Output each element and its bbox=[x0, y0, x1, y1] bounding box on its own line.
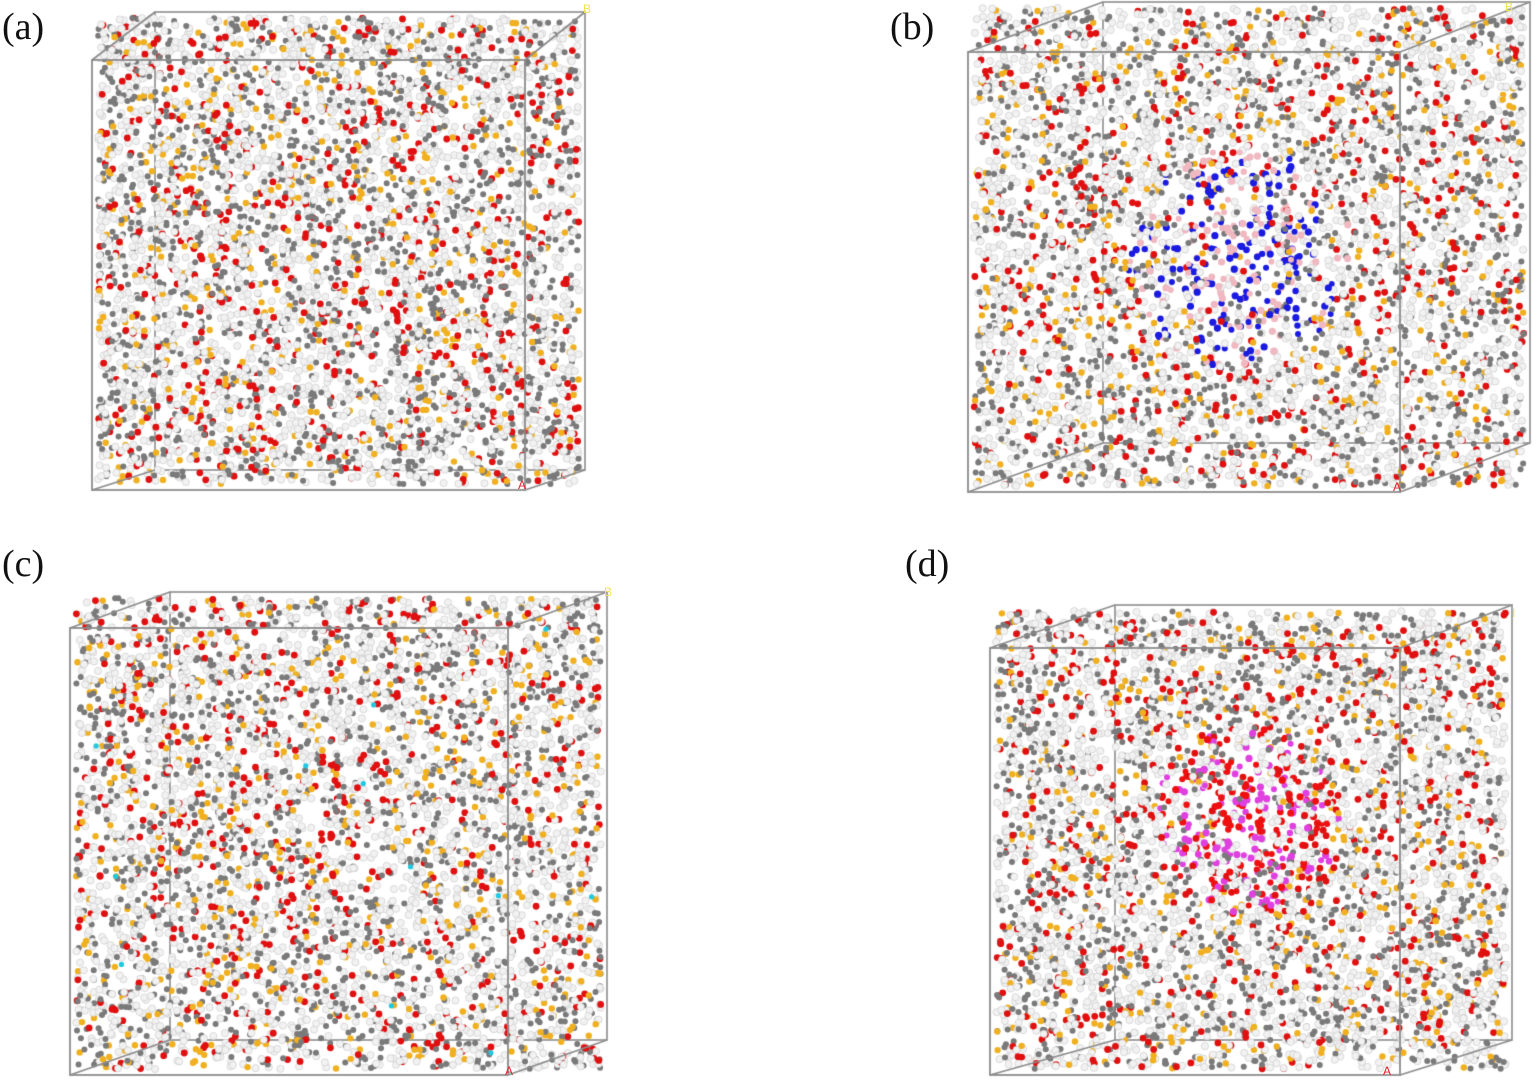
axis-marker-top: B bbox=[583, 2, 592, 16]
panel-label: (d) bbox=[905, 543, 950, 585]
axis-marker-bottom: A bbox=[1393, 480, 1402, 494]
panel-label: (a) bbox=[2, 6, 45, 48]
axis-marker-bottom: A bbox=[505, 1064, 514, 1078]
simulation-box bbox=[984, 599, 1518, 1081]
axis-marker-top: B bbox=[604, 585, 613, 599]
simulation-box bbox=[64, 586, 613, 1081]
simulation-box bbox=[962, 0, 1536, 498]
axis-marker-top: B bbox=[1505, 0, 1514, 14]
axis-marker-top: I bbox=[1512, 606, 1516, 620]
axis-marker-bottom: A bbox=[518, 478, 527, 492]
simulation-box bbox=[86, 6, 591, 496]
panel-label: (b) bbox=[890, 6, 935, 48]
axis-marker-bottom: A bbox=[1383, 1064, 1392, 1078]
panel-label: (c) bbox=[2, 543, 45, 585]
